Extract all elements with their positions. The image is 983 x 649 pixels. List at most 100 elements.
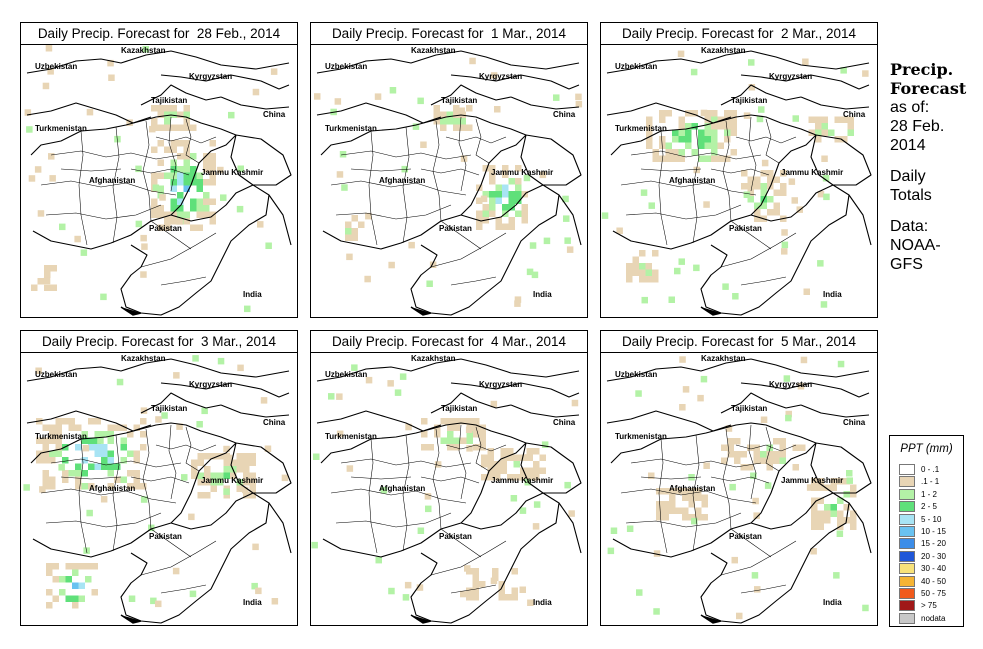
- precip-cell: [487, 461, 494, 468]
- precip-cell: [652, 149, 659, 156]
- precip-cell: [788, 178, 796, 185]
- precip-cell: [656, 507, 663, 514]
- precip-cell: [88, 444, 95, 451]
- precip-cell: [678, 116, 685, 123]
- precip-cell: [847, 129, 854, 136]
- border-afghanistan: [320, 422, 527, 558]
- precip-cell: [724, 110, 731, 117]
- precip-cell: [65, 595, 72, 602]
- border-kazakhstan: [26, 358, 290, 382]
- precip-cell: [481, 454, 488, 461]
- precip-cell: [429, 261, 437, 268]
- precip-cell: [646, 123, 653, 130]
- precip-cell: [675, 488, 682, 495]
- precip-cell: [412, 123, 420, 130]
- precip-cell: [575, 100, 583, 108]
- precip-cell: [236, 485, 243, 492]
- precip-cell: [520, 454, 527, 461]
- label-china: China: [843, 418, 866, 427]
- precip-cell: [55, 450, 62, 457]
- precip-cell: [120, 437, 127, 444]
- legend-swatch: [899, 513, 915, 525]
- precip-cell: [711, 116, 718, 123]
- precip-cell: [850, 484, 857, 491]
- panel-title: Daily Precip. Forecast for 3 Mar., 2014: [21, 331, 297, 353]
- precip-cell: [780, 189, 787, 196]
- precip-cell: [494, 106, 501, 113]
- precip-cell: [380, 487, 388, 494]
- precip-cell: [523, 454, 531, 461]
- precip-cell: [42, 457, 49, 464]
- precip-cell: [133, 476, 140, 483]
- precip-cell: [665, 155, 672, 162]
- precip-cell: [230, 459, 237, 466]
- precip-cell: [251, 582, 258, 590]
- precip-cell: [49, 437, 56, 444]
- coastline: [120, 306, 142, 316]
- precip-cell: [532, 523, 540, 530]
- precip-cell: [466, 437, 473, 444]
- precip-cell: [652, 269, 659, 276]
- border-china: [800, 404, 870, 418]
- precip-cell: [44, 284, 51, 291]
- precip-cell: [196, 205, 203, 212]
- precip-cell: [39, 486, 46, 493]
- precip-cell: [128, 595, 136, 602]
- precip-cell: [753, 457, 760, 464]
- precip-cell: [466, 124, 473, 131]
- precip-cells: [607, 356, 869, 620]
- precip-cell: [336, 171, 344, 178]
- precip-cell: [736, 612, 743, 620]
- precip-cell: [476, 197, 483, 204]
- precip-cell: [80, 249, 88, 256]
- precip-cell: [152, 184, 160, 191]
- precip-cell: [495, 223, 502, 230]
- precip-cell: [447, 424, 454, 431]
- precip-cell: [507, 448, 514, 455]
- border-afghanistan: [610, 422, 817, 558]
- precip-cell: [151, 118, 158, 125]
- precip-cell: [177, 179, 184, 186]
- precip-cell: [704, 155, 711, 162]
- precip-cell: [170, 179, 177, 186]
- precip-cell: [626, 276, 633, 283]
- legend-label: 1 - 2: [921, 489, 938, 499]
- precip-cell: [685, 123, 692, 130]
- label-kyrgyzstan: Kyrgyzstan: [479, 380, 522, 389]
- precip-cell: [489, 191, 496, 198]
- precip-cell: [42, 483, 49, 490]
- forecast-panel-mar5: Daily Precip. Forecast for 5 Mar., 2014: [600, 330, 878, 626]
- precip-cell: [201, 407, 208, 415]
- precip-cell: [161, 412, 168, 419]
- label-kazakhstan: Kazakhstan: [121, 354, 166, 363]
- precip-cell: [191, 459, 198, 466]
- precip-cell: [779, 438, 786, 445]
- precip-cell: [773, 451, 780, 458]
- precip-cell: [177, 192, 184, 199]
- legend-row: 20 - 30: [899, 550, 961, 562]
- precip-cell: [440, 124, 447, 131]
- precip-cell: [107, 457, 114, 464]
- precip-cell: [88, 418, 95, 425]
- precip-cell: [766, 451, 773, 458]
- precip-cell: [46, 563, 53, 570]
- precip-cell: [68, 418, 75, 425]
- border-pakistan: [700, 184, 850, 316]
- precip-cell: [228, 111, 235, 119]
- precip-cell: [721, 457, 728, 464]
- precip-cell: [157, 172, 164, 179]
- precip-cell: [489, 171, 496, 178]
- legend-swatch: [899, 526, 915, 537]
- precip-cell: [170, 111, 177, 118]
- precip-cell: [249, 453, 256, 460]
- precip-cell: [669, 501, 676, 508]
- precip-cell: [157, 124, 164, 131]
- precip-cell: [665, 149, 672, 156]
- precip-cell: [140, 418, 147, 425]
- precip-cell: [821, 155, 828, 162]
- precip-cell: [336, 430, 344, 438]
- precip-cell: [151, 205, 158, 212]
- precip-cell: [850, 491, 857, 498]
- precip-cell: [811, 484, 818, 491]
- precip-cell: [150, 597, 157, 605]
